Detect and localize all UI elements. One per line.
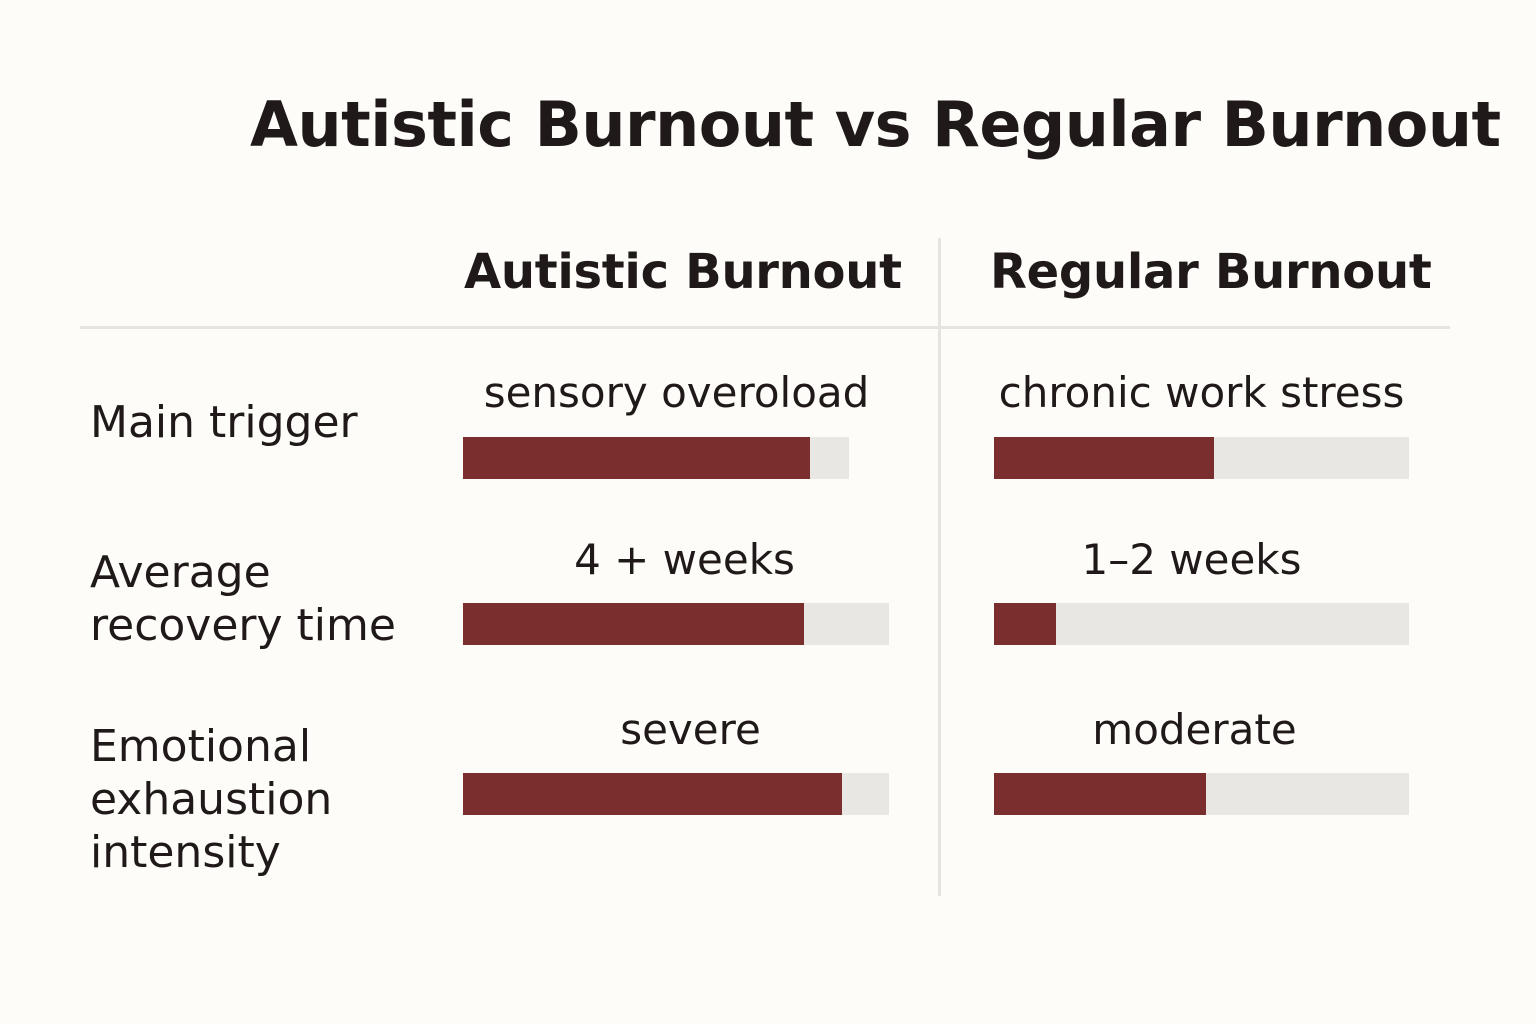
bar-autistic-exhaustion [463,773,843,815]
bar-track-autistic-main-trigger [463,437,849,479]
bar-autistic-main-trigger [463,437,811,479]
column-divider [938,238,941,896]
value-label-autistic-recovery-time: 4 + weeks [574,535,795,584]
column-header-regular-burnout: Regular Burnout [990,244,1432,300]
value-label-regular-main-trigger: chronic work stress [998,368,1405,417]
header-divider [80,326,1450,329]
column-header-autistic-burnout: Autistic Burnout [464,244,902,300]
bar-regular-exhaustion [994,773,1206,815]
bar-track-regular-main-trigger [994,437,1409,479]
bar-track-autistic-recovery-time [463,603,889,645]
row-label-average-recovery-time: Average recovery time [90,547,396,651]
bar-track-autistic-exhaustion [463,773,889,815]
bar-autistic-recovery-time [463,603,804,645]
bar-regular-main-trigger [994,437,1214,479]
row-label-emotional-exhaustion-intensity: Emotional exhaustion intensity [90,721,333,878]
row-label-main-trigger: Main trigger [90,397,358,448]
value-label-autistic-exhaustion: severe [620,705,761,754]
bar-regular-recovery-time [994,603,1057,645]
bar-track-regular-exhaustion [994,773,1409,815]
bar-track-regular-recovery-time [994,603,1409,645]
value-label-regular-exhaustion: moderate [1092,705,1297,754]
value-label-autistic-main-trigger: sensory overoload [483,368,870,417]
value-label-regular-recovery-time: 1–2 weeks [1081,535,1302,584]
chart-title: Autistic Burnout vs Regular Burnout [250,88,1501,161]
